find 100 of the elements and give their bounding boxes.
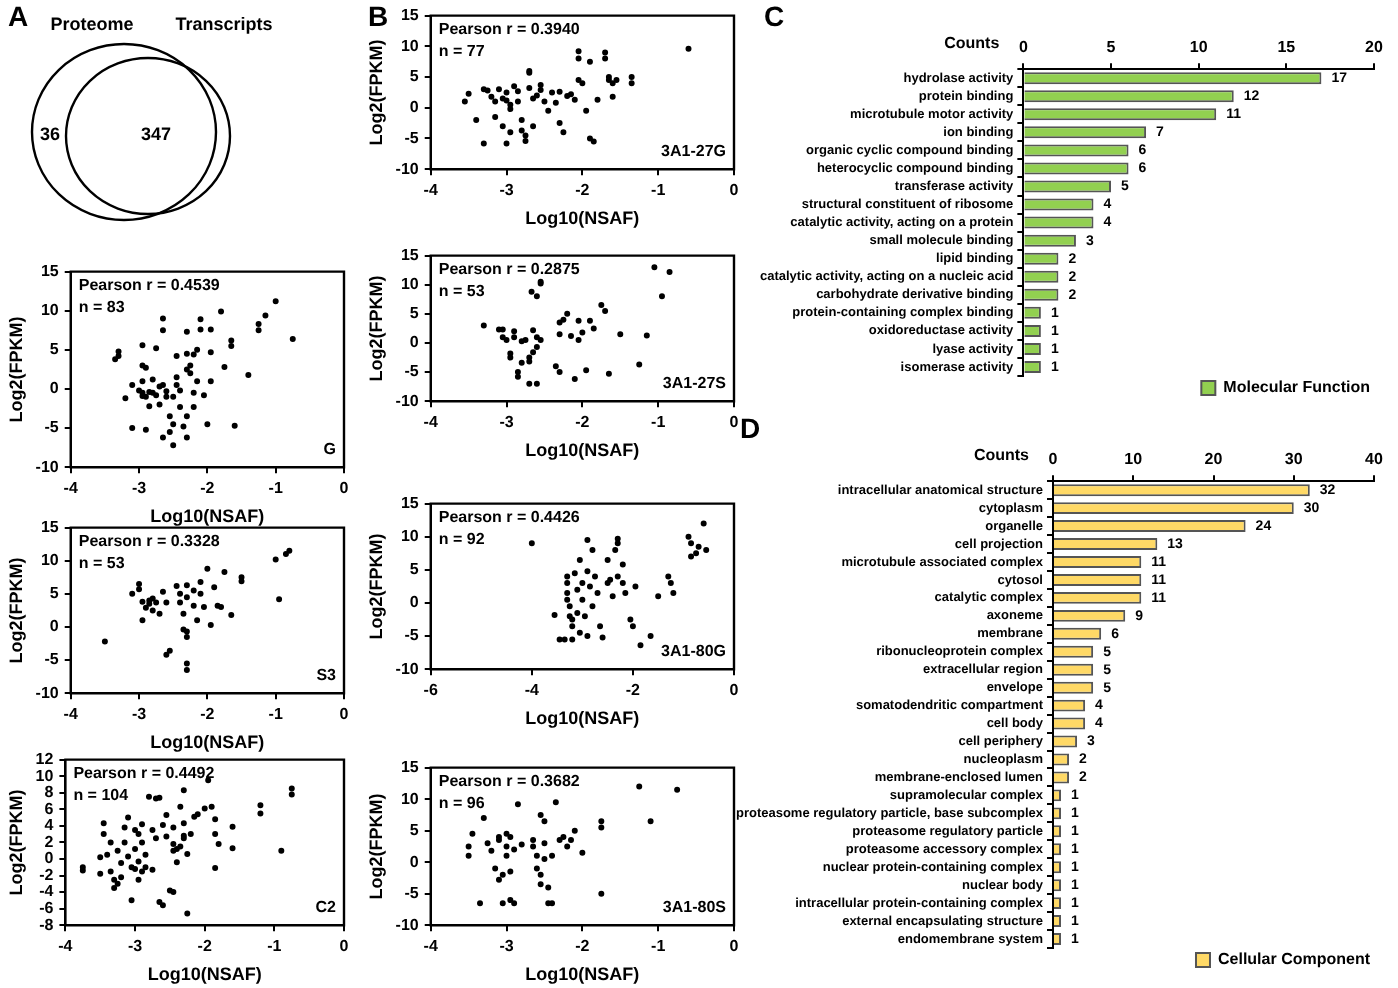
y-tick-label: 15 — [400, 494, 420, 513]
x-tick-label: -6 — [423, 681, 439, 700]
y-tick-label: -5 — [404, 626, 420, 645]
x-axis-title: Counts — [973, 446, 1031, 465]
x-axis-title: Log10(NSAF) — [150, 506, 265, 527]
y-tick-label: -2 — [39, 865, 55, 884]
y-tick-label: 10 — [400, 275, 420, 294]
y-tick-label: -10 — [395, 659, 420, 678]
y-tick-label: 15 — [40, 518, 60, 537]
text: 36 — [39, 124, 61, 144]
annotation: 3A1-27G — [661, 141, 726, 160]
x-axis-title: Log10(NSAF) — [525, 440, 640, 461]
x-axis-title: Log10(NSAF) — [525, 208, 640, 229]
x-tick-label: -2 — [575, 937, 591, 956]
y-tick-label: 10 — [400, 789, 420, 808]
x-tick-label: -2 — [200, 705, 216, 724]
y-axis-title: Log2(FPKM) — [5, 557, 26, 664]
x-tick-label: -2 — [197, 937, 213, 956]
x-tick-label: -4 — [423, 413, 439, 432]
x-tick-label: 10 — [1124, 450, 1144, 469]
annotation: 3A1-27S — [662, 373, 728, 392]
x-tick-label: 10 — [1189, 38, 1209, 57]
y-tick-label: -5 — [404, 884, 420, 903]
y-tick-label: 15 — [400, 758, 420, 777]
x-tick-label: 5 — [1106, 38, 1117, 57]
y-tick-label: -10 — [35, 683, 60, 702]
y-tick-label: -10 — [395, 159, 420, 178]
y-tick-label: 0 — [44, 849, 55, 868]
annotation: n = 83 — [78, 298, 126, 317]
y-tick-label: 0 — [409, 98, 420, 117]
y-tick-label: 8 — [44, 783, 55, 802]
x-tick-label: -2 — [625, 681, 642, 700]
legend-label: Cellular Component — [1217, 950, 1371, 969]
y-tick-label: 5 — [409, 304, 420, 323]
annotation: n = 104 — [73, 786, 130, 805]
y-axis-title: Log2(FPKM) — [5, 316, 26, 423]
y-axis-title: Log2(FPKM) — [5, 789, 26, 896]
y-tick-label: 0 — [49, 617, 60, 636]
y-tick-label: 0 — [49, 379, 60, 398]
text: Transcripts — [175, 14, 273, 34]
annotation: Pearson r = 0.3940 — [438, 20, 581, 39]
y-tick-label: 12 — [35, 750, 55, 769]
text: A — [8, 0, 29, 32]
y-tick-label: 5 — [49, 584, 60, 603]
y-tick-label: 15 — [40, 262, 60, 281]
annotation: Pearson r = 0.2875 — [438, 260, 581, 279]
y-tick-label: -5 — [44, 418, 60, 437]
x-tick-label: -2 — [575, 181, 591, 200]
y-tick-label: -6 — [39, 899, 55, 918]
x-tick-label: 0 — [1048, 450, 1059, 469]
annotation: S3 — [316, 665, 338, 684]
y-tick-label: 10 — [35, 766, 55, 785]
x-tick-label: -2 — [575, 413, 591, 432]
x-tick-label: 0 — [339, 479, 350, 498]
y-tick-label: 10 — [40, 301, 60, 320]
annotation: n = 92 — [438, 530, 486, 549]
y-tick-label: 0 — [409, 852, 420, 871]
x-tick-label: -1 — [651, 937, 667, 956]
x-tick-label: -1 — [651, 413, 667, 432]
annotation: n = 77 — [438, 42, 486, 61]
annotation: Pearson r = 0.4426 — [438, 508, 581, 527]
annotation: Pearson r = 0.3328 — [78, 532, 221, 551]
annotation: C2 — [315, 897, 338, 916]
y-tick-label: -4 — [39, 882, 55, 901]
y-tick-label: 10 — [400, 527, 420, 546]
annotation: Pearson r = 0.4492 — [73, 764, 216, 783]
y-tick-label: 5 — [409, 67, 420, 86]
x-tick-label: -1 — [268, 479, 284, 498]
x-tick-label: 0 — [729, 937, 740, 956]
x-tick-label: -3 — [127, 937, 144, 956]
x-tick-label: 20 — [1204, 450, 1224, 469]
x-tick-label: 0 — [729, 681, 740, 700]
annotation: 3A1-80G — [661, 641, 726, 660]
x-tick-label: 0 — [729, 181, 740, 200]
x-tick-label: 0 — [729, 413, 740, 432]
y-axis-title: Log2(FPKM) — [365, 275, 386, 382]
legend-label: Molecular Function — [1223, 378, 1371, 397]
annotation: Pearson r = 0.4539 — [78, 276, 221, 295]
x-tick-label: -3 — [499, 937, 515, 956]
y-tick-label: -5 — [404, 128, 420, 147]
text: D — [740, 412, 761, 444]
y-tick-label: 15 — [400, 246, 420, 265]
x-tick-label: -4 — [423, 937, 439, 956]
y-tick-label: 5 — [409, 821, 420, 840]
x-tick-label: -4 — [63, 479, 79, 498]
x-tick-label: 30 — [1284, 450, 1304, 469]
y-tick-label: 5 — [49, 340, 60, 359]
x-axis-title: Log10(NSAF) — [525, 708, 640, 729]
x-tick-label: -4 — [63, 705, 79, 724]
chart-title: B — [368, 0, 389, 32]
x-tick-label: 40 — [1365, 450, 1384, 469]
x-tick-label: -3 — [499, 181, 515, 200]
x-tick-label: -4 — [524, 681, 541, 700]
x-axis-title: Log10(NSAF) — [147, 964, 262, 985]
x-tick-label: 0 — [339, 937, 350, 956]
x-tick-label: -1 — [268, 705, 284, 724]
y-tick-label: 0 — [409, 333, 420, 352]
y-tick-label: -8 — [39, 915, 55, 934]
x-tick-label: 15 — [1277, 38, 1297, 57]
text: 347 — [140, 124, 172, 144]
